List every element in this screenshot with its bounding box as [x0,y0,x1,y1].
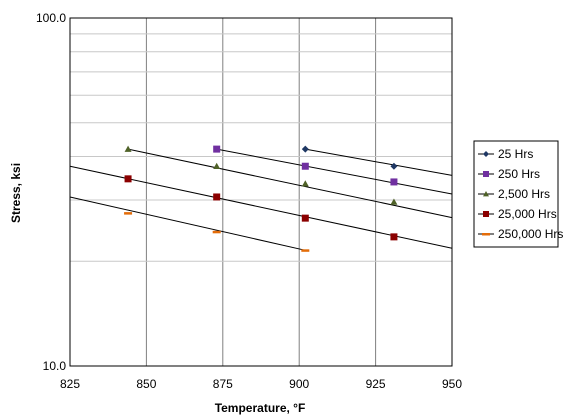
x-tick-label: 850 [136,377,156,391]
data-point [212,230,221,234]
data-point [301,145,309,153]
x-tick-labels: 825 850 875 900 925 950 [60,377,462,391]
trend-lines [69,148,453,251]
x-tick-label: 950 [442,377,462,391]
trend-line [127,148,453,219]
trend-line [69,196,306,251]
legend-label: 250 Hrs [498,167,540,181]
grid-lines [69,18,453,366]
y-tick-label: 100.0 [36,11,66,25]
legend-marker [483,171,489,177]
x-tick-label: 825 [60,377,80,391]
y-tick-label: 10.0 [43,359,67,373]
data-point [124,145,132,152]
x-tick-label: 875 [213,377,233,391]
y-tick-labels: 100.0 10.0 [36,11,66,373]
legend-label: 25 Hrs [498,147,533,161]
legend-label: 2,500 Hrs [498,187,550,201]
data-point [301,214,309,222]
legend: 25 Hrs 250 Hrs 2,500 Hrs 25,000 Hrs 250,000 … [473,140,563,248]
legend-marker [482,233,490,236]
legend-label: 250,000 Hrs [498,227,563,241]
legend-marker [483,151,489,157]
trend-line [305,148,453,176]
data-point [301,162,309,170]
data-point [213,193,221,201]
data-point [390,198,398,205]
legend-marker [483,191,489,197]
x-tick-label: 925 [366,377,386,391]
x-axis-title: Temperature, °F [215,401,306,415]
data-point [390,162,398,170]
data-point [390,178,398,186]
data-point [213,162,221,170]
data-point [213,145,221,153]
data-point [390,233,398,241]
x-tick-label: 900 [289,377,309,391]
data-markers [124,145,398,252]
trend-line [69,165,453,249]
data-point [301,180,309,187]
plot-area-frame [69,17,453,367]
data-point [124,212,133,215]
legend-marker [483,211,489,217]
y-axis-title: Stress, ksi [9,163,23,223]
data-point [124,175,132,183]
data-point [301,249,310,252]
legend-label: 25,000 Hrs [498,207,557,221]
trend-line [216,148,453,195]
